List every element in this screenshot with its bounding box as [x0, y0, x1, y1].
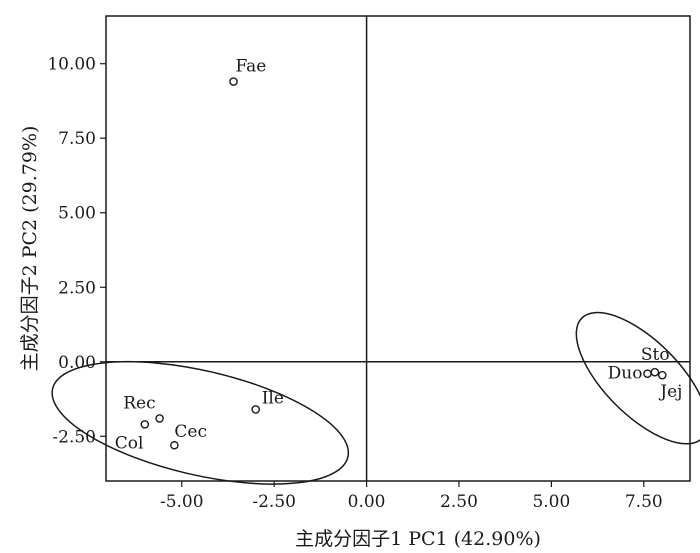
group-ellipses: [51, 311, 700, 485]
x-axis-ticks: -5.00 -2.50 0.00 2.50 5.00 7.50: [160, 481, 663, 512]
y-axis-title: 主成分因子2 PC2 (29.79%): [19, 126, 41, 372]
point-label-sto: Sto: [641, 345, 670, 365]
point-ile: [251, 405, 260, 414]
point-cec: [170, 440, 179, 450]
group-ellipse-2: [575, 311, 700, 445]
point-label-jej: Jej: [658, 382, 682, 402]
y-tick-label: 7.50: [58, 129, 96, 149]
plot-frame: [105, 15, 691, 482]
x-tick-label: 2.50: [440, 492, 478, 512]
point-jej: [657, 370, 667, 380]
y-axis-ticks: -2.50 0.00 2.50 5.00 7.50 10.00: [47, 55, 106, 447]
point-rec: [155, 414, 164, 423]
group-ellipse-1: [51, 360, 350, 485]
x-tick-label: -2.50: [252, 492, 296, 512]
point-sto: [650, 367, 660, 377]
y-tick-label: 10.00: [47, 55, 96, 75]
point-duo: [643, 369, 652, 378]
point-label-ile: Ile: [262, 388, 284, 408]
point-label-fae: Fae: [236, 57, 267, 77]
point-fae: [229, 77, 238, 86]
point-col: [140, 420, 150, 429]
point-label-col: Col: [115, 433, 144, 453]
x-tick-label: 5.00: [532, 492, 570, 512]
point-label-duo: Duo: [608, 364, 643, 384]
x-tick-label: -5.00: [160, 492, 204, 512]
plot-border: [105, 15, 691, 482]
y-tick-label: 5.00: [58, 204, 96, 224]
point-label-cec: Cec: [174, 422, 207, 442]
point-label-rec: Rec: [123, 393, 155, 413]
x-axis-title: 主成分因子1 PC1 (42.90%): [295, 528, 541, 550]
y-tick-label: -2.50: [52, 427, 96, 447]
x-tick-label: 7.50: [625, 492, 663, 512]
y-tick-label: 2.50: [58, 278, 96, 298]
y-tick-label: 0.00: [58, 353, 96, 373]
x-tick-label: 0.00: [348, 492, 386, 512]
reference-lines: [106, 16, 690, 481]
